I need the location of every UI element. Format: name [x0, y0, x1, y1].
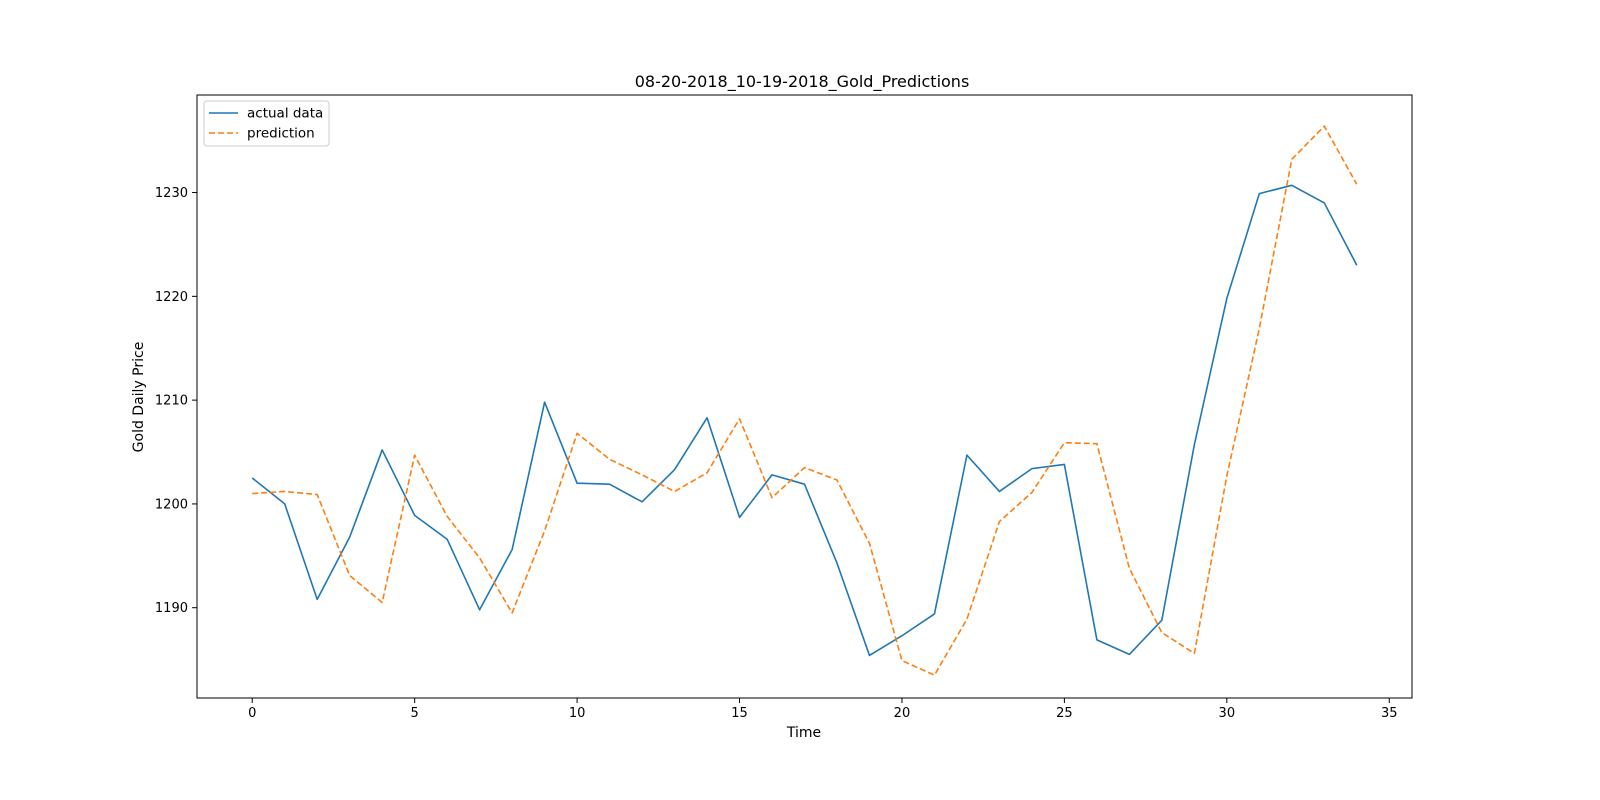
x-axis-label: Time — [786, 725, 821, 741]
legend-label: actual data — [247, 106, 323, 122]
legend-label: prediction — [247, 126, 315, 142]
x-tick-label: 20 — [894, 706, 911, 721]
y-tick-label: 1230 — [155, 186, 188, 201]
x-tick-label: 15 — [731, 706, 748, 721]
x-tick-label: 35 — [1381, 706, 1398, 721]
x-axis: 0 5 10 15 20 25 30 35 — [248, 698, 1398, 721]
series-line-prediction — [252, 125, 1358, 676]
y-tick-label: 1190 — [155, 601, 188, 616]
y-tick-label: 1210 — [155, 394, 188, 409]
y-tick-label: 1200 — [155, 497, 188, 512]
x-tick-label: 0 — [248, 706, 256, 721]
plot-area — [251, 125, 1358, 676]
y-axis: 1190 1200 1210 1220 1230 — [155, 186, 197, 616]
axes-frame — [196, 94, 1413, 699]
x-tick-label: 5 — [411, 706, 419, 721]
x-tick-label: 10 — [569, 706, 586, 721]
legend: actual data prediction — [203, 100, 330, 147]
y-tick-label: 1220 — [155, 290, 188, 305]
series-line-actual-data — [251, 184, 1358, 657]
chart-title: 08-20-2018_10-19-2018_Gold_Predictions — [635, 72, 970, 92]
x-tick-label: 25 — [1056, 706, 1073, 721]
x-tick-label: 30 — [1219, 706, 1236, 721]
y-axis-label: Gold Daily Price — [131, 342, 147, 453]
